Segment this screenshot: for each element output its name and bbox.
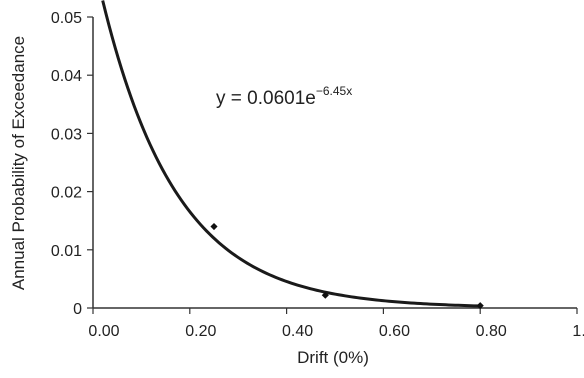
trendline-equation: y = 0.0601e−6.45x: [216, 84, 352, 109]
x-tick-label: 0.40: [282, 323, 313, 340]
y-tick-label: 0.03: [51, 126, 82, 143]
equation-exponent: −6.45x: [316, 84, 352, 98]
y-tick-label: 0.05: [51, 10, 82, 27]
y-tick-label: 0.01: [51, 243, 82, 260]
y-tick-label: 0.04: [51, 68, 82, 85]
tick-marks: [87, 16, 578, 314]
data-points: [210, 222, 484, 310]
y-tick-label: 0: [73, 301, 82, 318]
y-axis-title: Annual Probability of Exceedance: [9, 36, 28, 290]
equation-prefix: y = 0.0601e: [216, 88, 316, 109]
axes: [92, 17, 577, 309]
data-point: [210, 222, 218, 231]
x-tick-label: 0.80: [476, 323, 507, 340]
x-axis-title: Drift (0%): [297, 348, 369, 367]
x-tick-label: 0.00: [88, 323, 119, 340]
data-point: [321, 291, 329, 299]
x-tick-label: 0.20: [185, 323, 216, 340]
trendline-curve: [101, 0, 481, 308]
x-tick-label: 1.00: [572, 323, 584, 340]
data-point: [476, 302, 484, 310]
x-tick-label: 0.60: [379, 323, 410, 340]
y-tick-label: 0.02: [51, 185, 82, 202]
tick-labels: 0 0.01 0.02 0.03 0.04 0.05 0.00 0.20 0.40 0.60 0.8…: [51, 10, 584, 340]
